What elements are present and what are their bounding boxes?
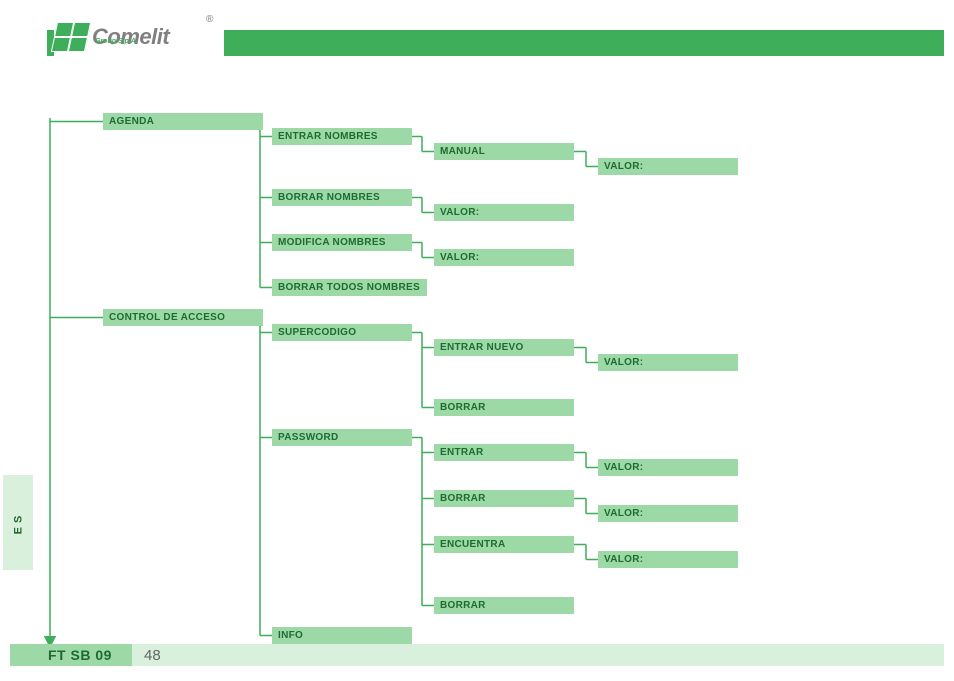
- tree-node-valor6: VALOR:: [598, 505, 738, 522]
- tree-node-password: PASSWORD: [272, 429, 412, 446]
- tree-node-valor7: VALOR:: [598, 551, 738, 568]
- tree-node-valor4: VALOR:: [598, 354, 738, 371]
- tree-node-agenda: AGENDA: [103, 113, 263, 130]
- tree-node-borrar1: BORRAR: [434, 399, 574, 416]
- language-side-tab: ES: [3, 475, 33, 570]
- tree-node-valor1: VALOR:: [598, 158, 738, 175]
- tree-node-control-acceso: CONTROL DE ACCESO: [103, 309, 263, 326]
- tree-node-encuentra: ENCUENTRA: [434, 536, 574, 553]
- tree-node-info: INFO: [272, 627, 412, 644]
- tree-node-valor5: VALOR:: [598, 459, 738, 476]
- footer-doc-code: FT SB 09: [10, 644, 132, 666]
- language-code: ES: [12, 511, 24, 534]
- footer-bar: FT SB 09 48: [10, 644, 944, 666]
- tree-node-entrar-nuevo: ENTRAR NUEVO: [434, 339, 574, 356]
- tree-node-borrar-nombres: BORRAR NOMBRES: [272, 189, 412, 206]
- tree-node-manual: MANUAL: [434, 143, 574, 160]
- footer-page-number: 48: [132, 644, 944, 666]
- menu-tree-diagram: AGENDA ENTRAR NOMBRES MANUAL VALOR: BORRAR N…: [0, 0, 954, 681]
- tree-node-borrar-todos: BORRAR TODOS NOMBRES: [272, 279, 427, 296]
- tree-node-valor2: VALOR:: [434, 204, 574, 221]
- tree-node-valor3: VALOR:: [434, 249, 574, 266]
- tree-node-entrar: ENTRAR: [434, 444, 574, 461]
- tree-node-entrar-nombres: ENTRAR NOMBRES: [272, 128, 412, 145]
- tree-node-supercodigo: SUPERCODIGO: [272, 324, 412, 341]
- tree-node-borrar3: BORRAR: [434, 597, 574, 614]
- tree-node-borrar2: BORRAR: [434, 490, 574, 507]
- tree-node-modifica-nombres: MODIFICA NOMBRES: [272, 234, 412, 251]
